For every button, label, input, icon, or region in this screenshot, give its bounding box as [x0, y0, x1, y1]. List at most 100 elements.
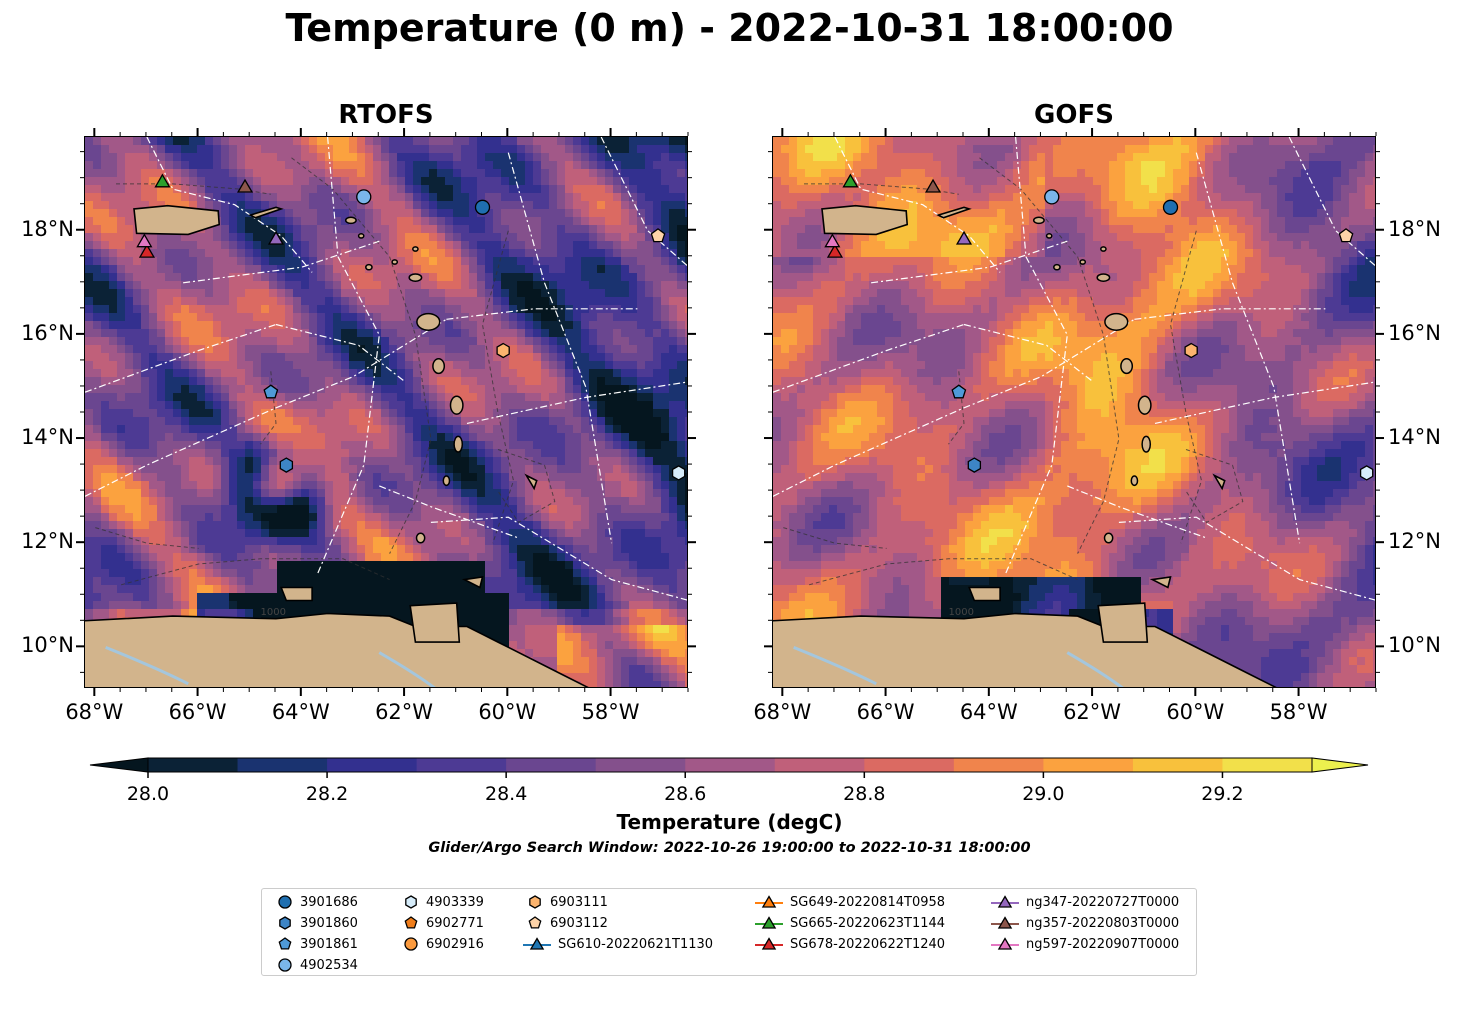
colorbar-segment — [506, 758, 597, 772]
colorbar-segment — [953, 758, 1044, 772]
temperature-field — [85, 137, 687, 687]
map-panel-gofs: 1000 — [772, 136, 1376, 688]
marker-SG665-20220623T1144 — [842, 173, 859, 188]
legend-marker — [279, 916, 291, 930]
lon-tick-label: 60°W — [478, 700, 537, 724]
marker-ng347-20220727T0000 — [267, 230, 285, 245]
legend-marker-icon — [991, 937, 1019, 950]
map-canvas-rtofs: 1000 — [85, 137, 687, 687]
legend-marker — [278, 895, 292, 909]
lon-tick-label: 62°W — [375, 700, 434, 724]
lat-tick-label: 18°N — [21, 216, 74, 241]
legend-marker-icon — [523, 937, 551, 950]
lat-tick-label: 14°N — [21, 425, 74, 450]
legend-marker — [529, 937, 545, 950]
lat-tick-label: 16°N — [1388, 320, 1441, 345]
legend-label: SG665-20220623T1144 — [790, 915, 946, 931]
map-panel-rtofs: 1000 — [84, 136, 688, 688]
lon-tick-label: 60°W — [1166, 700, 1225, 724]
island — [415, 532, 426, 544]
colorbar-tick-label: 28.8 — [843, 783, 886, 805]
legend-marker — [997, 895, 1013, 908]
lat-tick-label: 14°N — [1388, 425, 1441, 450]
legend-label: 4902534 — [300, 957, 358, 973]
lon-tick-label: 64°W — [959, 700, 1018, 724]
lon-tick-label: 64°W — [271, 700, 330, 724]
bathymetry-contours: 1000 — [95, 157, 556, 618]
legend-label: ng347-20220727T0000 — [1026, 894, 1180, 910]
legend-label: 3901861 — [300, 936, 358, 952]
marker-SG665-20220623T1144 — [154, 173, 171, 188]
legend-item: 4903339 — [402, 893, 484, 911]
island — [432, 358, 446, 375]
legend-marker — [404, 937, 418, 951]
lon-tick-label: 58°W — [581, 700, 640, 724]
marker-ng357-20220803T0000 — [236, 178, 254, 193]
land-barbados — [524, 473, 538, 491]
colorbar-tick-label: 28.6 — [664, 783, 707, 805]
legend-label: 3901860 — [300, 915, 358, 931]
legend-marker-icon — [529, 895, 541, 909]
legend-label: 6903112 — [550, 915, 608, 931]
marker-ng347-20220727T0000 — [955, 230, 973, 245]
marker-SG678-20220622T1240 — [138, 243, 156, 258]
lat-tick-label: 10°N — [21, 633, 74, 658]
marker-6903112 — [650, 228, 666, 243]
legend-marker-icon — [278, 937, 292, 950]
marker-4902534 — [356, 189, 372, 205]
marker-SG678-20220622T1240 — [826, 243, 844, 258]
colorbar-segment — [1043, 758, 1134, 772]
land-sam — [773, 612, 1277, 687]
legend-item: ng597-20220907T0000 — [990, 935, 1179, 953]
legend-label: ng597-20220907T0000 — [1026, 936, 1180, 952]
river — [378, 651, 436, 687]
legend-label: SG649-20220814T0958 — [790, 894, 946, 910]
island — [1079, 259, 1087, 265]
legend-marker-icon — [404, 937, 418, 951]
marker-6903112 — [1338, 228, 1354, 243]
marker-4903339 — [1359, 465, 1374, 481]
legend-label: 3901686 — [300, 894, 358, 910]
legend-item: 6902916 — [402, 935, 484, 953]
marker-4903339 — [671, 465, 686, 481]
observation-markers — [824, 173, 1374, 481]
observation-markers — [136, 173, 686, 481]
colorbar-tick-label: 29.2 — [1201, 783, 1244, 805]
island — [449, 395, 464, 415]
legend-item: 6903112 — [526, 914, 608, 932]
page-title: Temperature (0 m) - 2022-10-31 18:00:00 — [285, 6, 1174, 50]
legend-item: SG665-20220623T1144 — [754, 914, 945, 932]
legend-marker-icon — [991, 916, 1019, 929]
land-vi — [248, 206, 284, 219]
panel-title-rtofs: RTOFS — [338, 100, 434, 130]
legend-label: 6902771 — [426, 915, 484, 931]
marker-6903111 — [496, 342, 510, 359]
legend-label: 4903339 — [426, 894, 484, 910]
island — [408, 273, 423, 282]
island — [1141, 435, 1152, 453]
legend-item: SG678-20220622T1240 — [754, 935, 945, 953]
legend-item: 6903111 — [526, 893, 608, 911]
lat-tick-label: 12°N — [1388, 529, 1441, 554]
legend-label: SG678-20220622T1240 — [790, 936, 946, 952]
colorbar-tick-label: 28.0 — [126, 783, 170, 805]
land-sam — [85, 612, 589, 687]
legend-marker — [997, 916, 1013, 929]
lon-tick-label: 58°W — [1269, 700, 1328, 724]
eez-boundaries — [85, 137, 687, 601]
map-canvas-gofs: 1000 — [773, 137, 1375, 687]
legend-item: 3901861 — [276, 935, 358, 953]
lat-tick-label: 18°N — [1388, 216, 1441, 241]
lon-tick-label: 68°W — [65, 700, 124, 724]
colorbar-under-extend — [89, 757, 149, 773]
lon-tick-label: 66°W — [168, 700, 227, 724]
lon-tick-label: 68°W — [753, 700, 812, 724]
land-trinidad — [1097, 602, 1149, 643]
land-tobago — [461, 576, 484, 589]
marker-3901860 — [967, 457, 982, 473]
axis-ticks — [76, 128, 1384, 696]
legend-marker-icon — [755, 937, 783, 950]
legend-item: SG649-20220814T0958 — [754, 893, 945, 911]
marker-3901861 — [951, 384, 967, 399]
legend-marker — [761, 937, 777, 950]
